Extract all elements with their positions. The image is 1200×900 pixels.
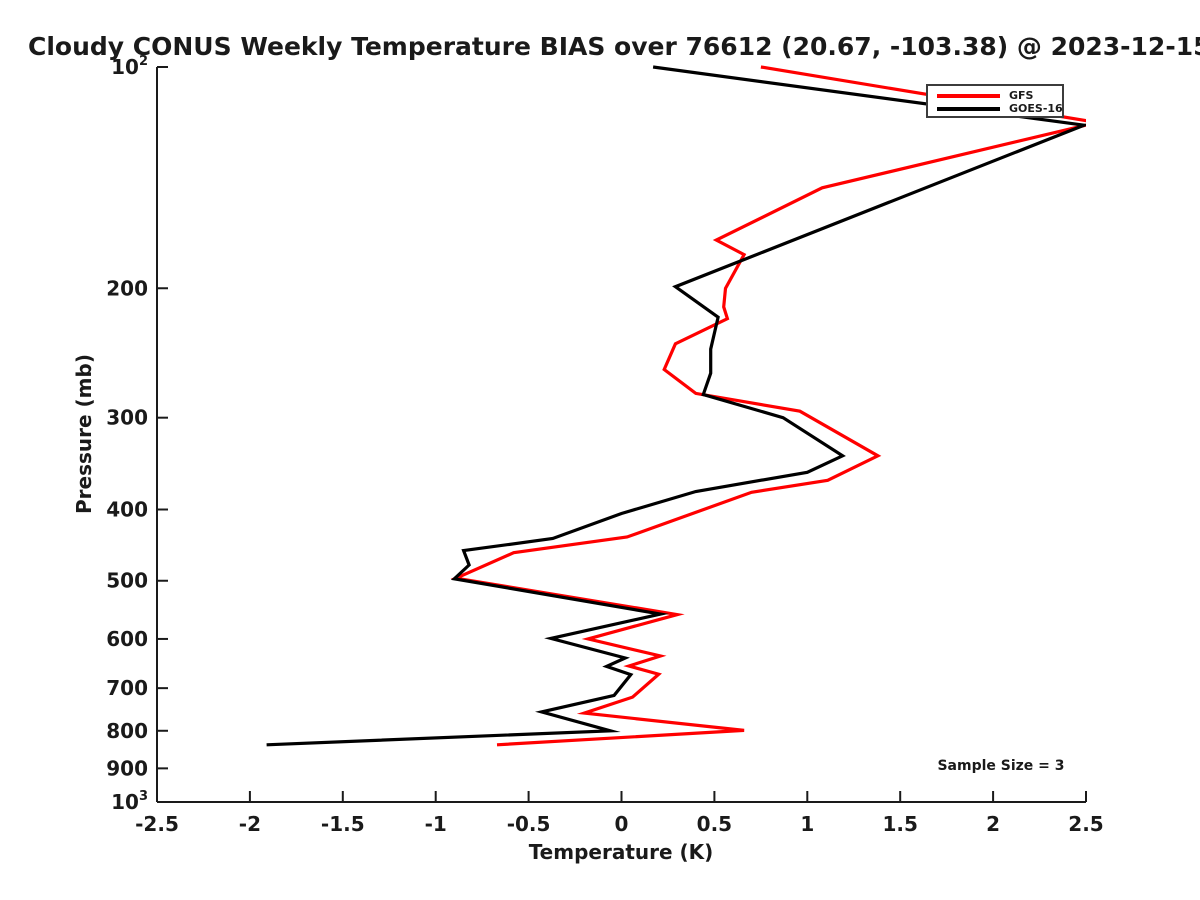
legend: GFS GOES-16	[926, 84, 1064, 118]
x-tick-label: 2	[986, 812, 1000, 836]
legend-item-goes-16: GOES-16	[937, 102, 1063, 115]
series-line-gfs	[450, 65, 1086, 747]
y-tick-label: 103	[111, 789, 148, 814]
legend-line-swatch	[937, 106, 1000, 111]
x-tick-label: 2.5	[1068, 812, 1103, 836]
x-tick-label: 0	[615, 812, 629, 836]
y-tick-label: 700	[106, 676, 148, 700]
x-tick-label: -2.5	[135, 812, 179, 836]
x-tick-label: 1.5	[882, 812, 917, 836]
x-tick-label: -0.5	[507, 812, 551, 836]
y-tick-label: 300	[106, 406, 148, 430]
y-axis-label: Pressure (mb)	[72, 354, 96, 514]
legend-label: GFS	[1009, 89, 1034, 102]
legend-line-swatch	[937, 93, 1000, 98]
series-line-goes-16	[266, 65, 1086, 747]
legend-label: GOES-16	[1009, 102, 1063, 115]
x-tick-label: 0.5	[697, 812, 732, 836]
y-tick-label: 800	[106, 719, 148, 743]
y-tick-label: 102	[111, 54, 148, 79]
sample-size-annotation: Sample Size = 3	[937, 758, 1065, 774]
y-tick-label: 500	[106, 569, 148, 593]
x-tick-label: 1	[800, 812, 814, 836]
chart-title: Cloudy CONUS Weekly Temperature BIAS ove…	[28, 32, 1200, 61]
y-tick-label: 400	[106, 498, 148, 522]
y-tick-label: 200	[106, 276, 148, 300]
y-tick-label: 900	[106, 756, 148, 780]
x-tick-label: -2	[239, 812, 261, 836]
legend-item-gfs: GFS	[937, 89, 1056, 102]
x-tick-label: -1.5	[321, 812, 365, 836]
x-tick-label: -1	[425, 812, 447, 836]
x-axis-label: Temperature (K)	[528, 840, 714, 864]
y-tick-label: 600	[106, 627, 148, 651]
